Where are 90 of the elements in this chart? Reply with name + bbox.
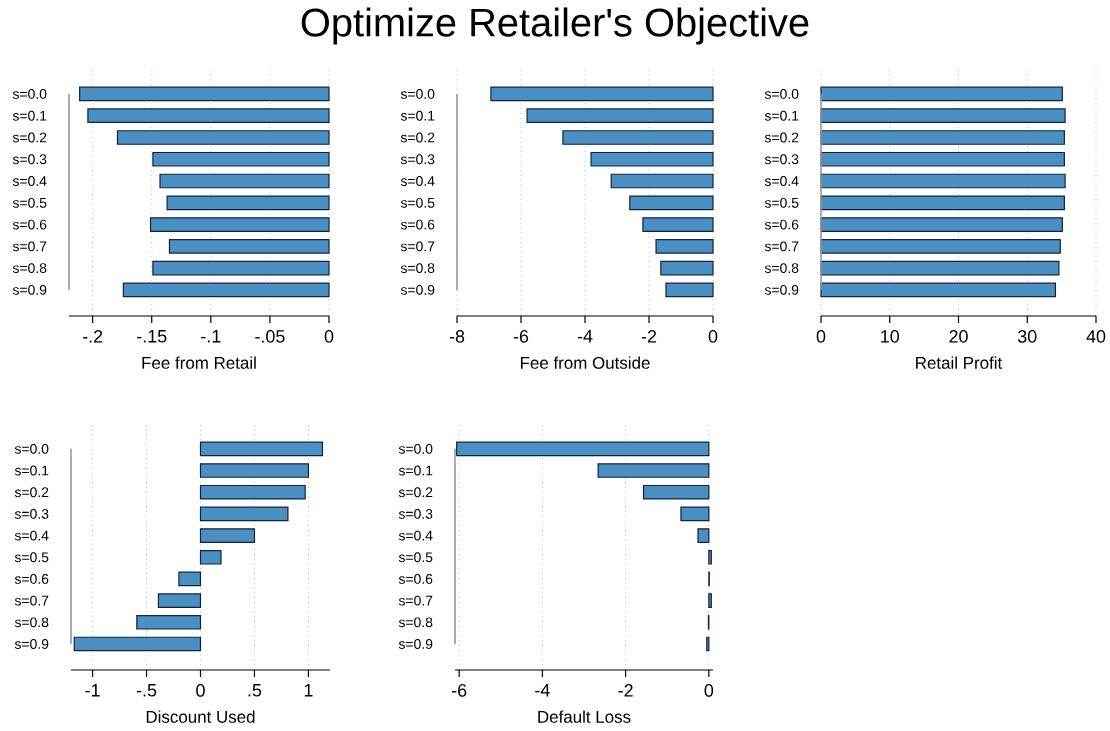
bar — [157, 593, 202, 608]
y-tick-label: s=0.7 — [400, 241, 435, 252]
x-tick-label: -.05 — [255, 330, 285, 343]
x-tick-label: 0 — [816, 330, 826, 343]
y-tick-label: s=0.9 — [764, 284, 799, 295]
y-tick-label: s=0.0 — [764, 89, 799, 99]
bar — [136, 614, 202, 630]
y-tick-label: s=0.9 — [14, 639, 49, 649]
y-tick-label: s=0.5 — [14, 552, 49, 563]
x-tick-label: 30 — [1017, 330, 1037, 343]
bar — [199, 528, 256, 543]
y-tick-label: s=0.9 — [400, 284, 435, 295]
x-tick-label: -2 — [641, 330, 657, 343]
x-tick-label: -.15 — [137, 330, 167, 343]
x-tick-label: 0 — [324, 330, 334, 343]
y-tick-label: s=0.1 — [400, 110, 435, 121]
bar — [199, 549, 222, 565]
x-tick-label: 10 — [881, 330, 900, 343]
y-tick-label: s=0.2 — [398, 487, 433, 498]
y-tick-label: s=0.7 — [764, 241, 799, 252]
y-tick-label: s=0.2 — [400, 132, 435, 143]
x-tick-label: -4 — [577, 330, 593, 343]
x-tick-label: 0 — [196, 684, 205, 697]
x-tick-label: -6 — [513, 330, 529, 343]
y-tick-label: s=0.7 — [398, 595, 433, 606]
x-tick-label: -.5 — [136, 684, 157, 697]
x-tick-label: -.1 — [201, 330, 221, 343]
x-tick-label: -1 — [85, 684, 100, 697]
y-tick-label: s=0.1 — [14, 465, 49, 476]
x-tick-label: -6 — [452, 684, 467, 697]
y-tick-label: s=0.9 — [398, 639, 433, 649]
y-tick-label: s=0.7 — [12, 241, 47, 252]
x-tick-label: 0 — [708, 330, 718, 343]
x-axis-title: Retail Profit — [916, 356, 1003, 369]
x-tick-label: .5 — [248, 684, 262, 697]
y-tick-label: s=0.8 — [764, 263, 799, 274]
y-tick-label: s=0.4 — [398, 530, 433, 541]
x-axis-title: Fee from Outside — [520, 356, 650, 369]
y-tick-label: s=0.4 — [14, 530, 49, 541]
y-tick-label: s=0.8 — [400, 263, 435, 274]
y-tick-label: s=0.2 — [12, 132, 47, 143]
y-tick-label: s=0.7 — [14, 595, 49, 606]
y-tick-label: s=0.8 — [14, 617, 49, 628]
y-tick-label: s=0.3 — [400, 154, 435, 165]
y-tick-label: s=0.2 — [764, 132, 799, 143]
y-tick-label: s=0.4 — [12, 176, 47, 186]
y-tick-label: s=0.9 — [12, 284, 47, 295]
y-tick-label: s=0.3 — [12, 154, 47, 165]
y-tick-label: s=0.5 — [764, 197, 799, 208]
x-tick-label: -2 — [618, 684, 633, 697]
y-tick-label: s=0.2 — [14, 487, 49, 498]
x-tick-label: -8 — [449, 330, 465, 343]
y-tick-label: s=0.6 — [400, 219, 435, 230]
y-tick-label: s=0.0 — [400, 89, 435, 99]
y-tick-label: s=0.8 — [12, 263, 47, 274]
y-tick-label: s=0.0 — [14, 443, 49, 454]
x-tick-label: -4 — [535, 684, 550, 697]
y-tick-label: s=0.6 — [398, 574, 433, 584]
y-tick-label: s=0.3 — [14, 508, 49, 519]
y-tick-label: s=0.1 — [764, 110, 799, 121]
bar — [199, 484, 306, 500]
x-axis-title: Default Loss — [538, 710, 631, 723]
y-tick-label: s=0.3 — [764, 154, 799, 165]
y-tick-label: s=0.4 — [400, 176, 435, 186]
x-tick-label: 40 — [1086, 330, 1106, 343]
y-tick-label: s=0.5 — [400, 197, 435, 208]
bar — [199, 506, 289, 522]
x-axis-title: Discount Used — [146, 710, 255, 723]
chart-title: Optimize Retailer's Objective — [301, 7, 809, 45]
bar — [73, 636, 202, 652]
y-tick-label: s=0.4 — [764, 176, 799, 186]
x-tick-label: 1 — [304, 684, 313, 697]
y-tick-label: s=0.1 — [398, 465, 433, 476]
y-tick-label: s=0.6 — [764, 219, 799, 230]
y-tick-label: s=0.0 — [398, 443, 433, 454]
x-tick-label: -.2 — [82, 330, 103, 343]
y-tick-label: s=0.0 — [12, 89, 47, 99]
y-tick-label: s=0.5 — [12, 197, 47, 208]
y-tick-label: s=0.3 — [398, 508, 433, 519]
x-axis-title: Fee from Retail — [142, 356, 256, 369]
y-tick-label: s=0.6 — [14, 574, 49, 584]
x-tick-label: 20 — [949, 330, 968, 343]
bar — [199, 441, 324, 457]
bar — [199, 463, 310, 478]
y-tick-label: s=0.1 — [12, 110, 47, 121]
y-tick-label: s=0.6 — [12, 219, 47, 230]
y-tick-label: s=0.8 — [398, 617, 433, 628]
y-tick-label: s=0.5 — [398, 552, 433, 563]
bar — [178, 571, 202, 587]
x-tick-label: 0 — [704, 684, 714, 697]
